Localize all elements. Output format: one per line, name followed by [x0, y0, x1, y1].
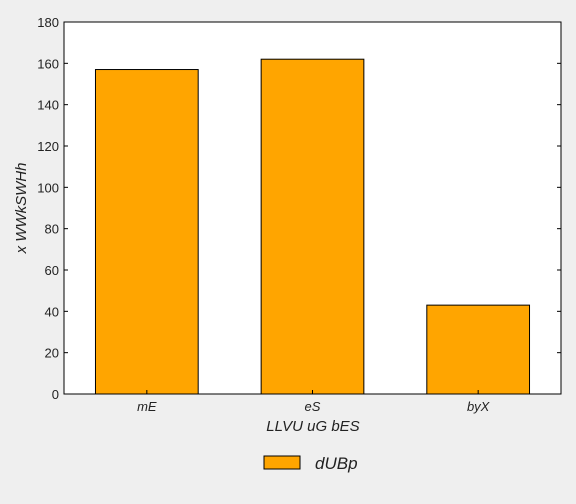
legend-label: dUBp: [315, 454, 358, 473]
legend-swatch: [263, 455, 301, 470]
y-tick-label: 120: [37, 139, 59, 154]
bar-eS: [260, 58, 365, 395]
x-tick-label: byX: [467, 399, 491, 414]
x-tick-label: eS: [305, 399, 321, 414]
y-tick-label: 80: [45, 222, 59, 237]
x-tick-label: mE: [137, 399, 157, 414]
bar-mE: [94, 69, 199, 395]
y-tick-label: 40: [45, 304, 59, 319]
y-tick-label: 100: [37, 180, 59, 195]
x-axis-label: LLVU uG bES: [266, 418, 359, 435]
y-axis-label: x WWkSWHh: [13, 163, 30, 255]
legend: dUBp: [263, 454, 358, 473]
x-axis: mE eS byX: [137, 390, 491, 414]
bars-group: [94, 58, 531, 395]
y-tick-label: 140: [37, 98, 59, 113]
y-tick-label: 60: [45, 263, 59, 278]
y-tick-label: 20: [45, 346, 59, 361]
bar-byX: [426, 304, 531, 395]
y-tick-label: 180: [37, 15, 59, 30]
y-tick-label: 160: [37, 56, 59, 71]
y-axis: 0 20 40 60 80 100 120 140 160 180: [37, 15, 561, 402]
y-tick-label: 0: [52, 387, 59, 402]
